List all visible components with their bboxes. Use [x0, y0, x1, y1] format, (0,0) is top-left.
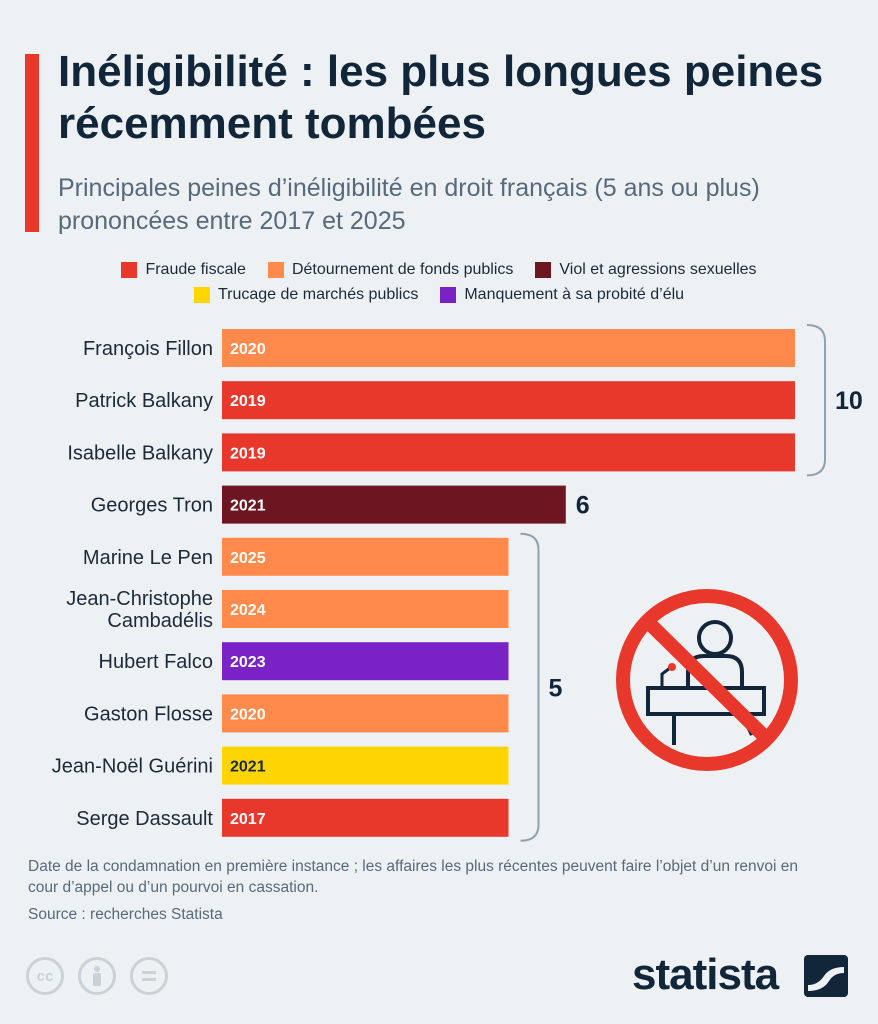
legend-label: Trucage de marchés publics [217, 285, 419, 303]
legend-item-probite: Manquement à sa probité d’élu [440, 286, 684, 304]
category-label: Jean-Christophe Cambadélis [66, 588, 213, 632]
legend-row-2: Trucage de marchés publics Manquement à … [0, 282, 878, 307]
bar-year-label: 2024 [230, 602, 266, 619]
source-note: Source : recherches Statista [28, 906, 223, 923]
category-label: Jean-Noël Guérini [52, 756, 213, 778]
bar [222, 694, 509, 733]
legend-row-1: Fraude fiscale Détournement de fonds pub… [0, 257, 878, 282]
legend: Fraude fiscale Détournement de fonds pub… [0, 257, 878, 307]
category-label: François Fillon [83, 338, 213, 360]
bar [222, 642, 509, 681]
bar-year-label: 2021 [230, 498, 266, 515]
bar-year-label: 2020 [230, 341, 266, 358]
bar-year-label: 2025 [230, 550, 266, 567]
legend-swatch [440, 286, 457, 303]
cc-icon[interactable]: cc [26, 957, 64, 995]
page-title: Inéligibilité : les plus longues peines … [58, 47, 824, 148]
legend-swatch [193, 286, 210, 303]
legend-label: Détournement de fonds publics [291, 260, 514, 278]
bar [222, 590, 509, 628]
bar-year-label: 2019 [230, 445, 266, 462]
category-label: Georges Tron [91, 495, 213, 517]
legend-swatch [121, 261, 138, 278]
group-value-label: 5 [549, 674, 563, 702]
bar [222, 433, 795, 472]
legend-label: Manquement à sa probité d’élu [464, 285, 685, 303]
legend-label: Fraude fiscale [145, 260, 246, 278]
person-icon[interactable] [78, 957, 116, 995]
bars-layer: 2020 François Fillon 2019 Patrick Balkany 20… [52, 329, 795, 837]
category-label: Gaston Flosse [84, 703, 213, 725]
legend-swatch [535, 261, 552, 278]
legend-item-trucage: Trucage de marchés publics [193, 285, 419, 304]
bar-year-label: 2019 [230, 393, 266, 410]
group-value-label: 10 [835, 387, 863, 415]
category-label: Patrick Balkany [75, 390, 213, 412]
legend-swatch [267, 261, 284, 278]
group-bracket [806, 324, 826, 477]
title-accent-bar [25, 54, 39, 232]
license-icons: cc [26, 957, 168, 995]
category-label: Serge Dassault [76, 808, 213, 830]
bar [222, 485, 566, 524]
brackets-layer: 10 6 5 [520, 324, 863, 842]
category-label: Hubert Falco [99, 651, 214, 673]
equals-icon[interactable] [130, 957, 168, 995]
legend-label: Viol et agressions sexuelles [559, 260, 757, 278]
bar-year-label: 2023 [230, 654, 266, 671]
bar-year-label: 2020 [230, 706, 266, 723]
page-subtitle: Principales peines d’inéligibilité en dr… [58, 174, 760, 235]
category-label: Marine Le Pen [83, 547, 213, 569]
bar-year-label: 2021 [230, 759, 266, 776]
group-value-label: 6 [576, 492, 590, 520]
legend-item-fraude: Fraude fiscale [121, 261, 246, 279]
bar [222, 537, 509, 576]
group-bracket [520, 532, 540, 842]
bar [222, 381, 795, 420]
bar [222, 329, 795, 367]
footnote: Date de la condamnation en première inst… [28, 858, 799, 896]
bar [222, 746, 509, 785]
legend-item-viol: Viol et agressions sexuelles [535, 260, 757, 279]
legend-item-detournement: Détournement de fonds publics [267, 260, 514, 279]
bar [222, 798, 509, 837]
statista-logo-text[interactable]: statista [632, 950, 779, 999]
no-speaker-icon [616, 589, 798, 771]
statista-logo-icon[interactable] [804, 955, 848, 997]
bar-year-label: 2017 [230, 811, 266, 828]
category-label: Isabelle Balkany [67, 442, 213, 464]
